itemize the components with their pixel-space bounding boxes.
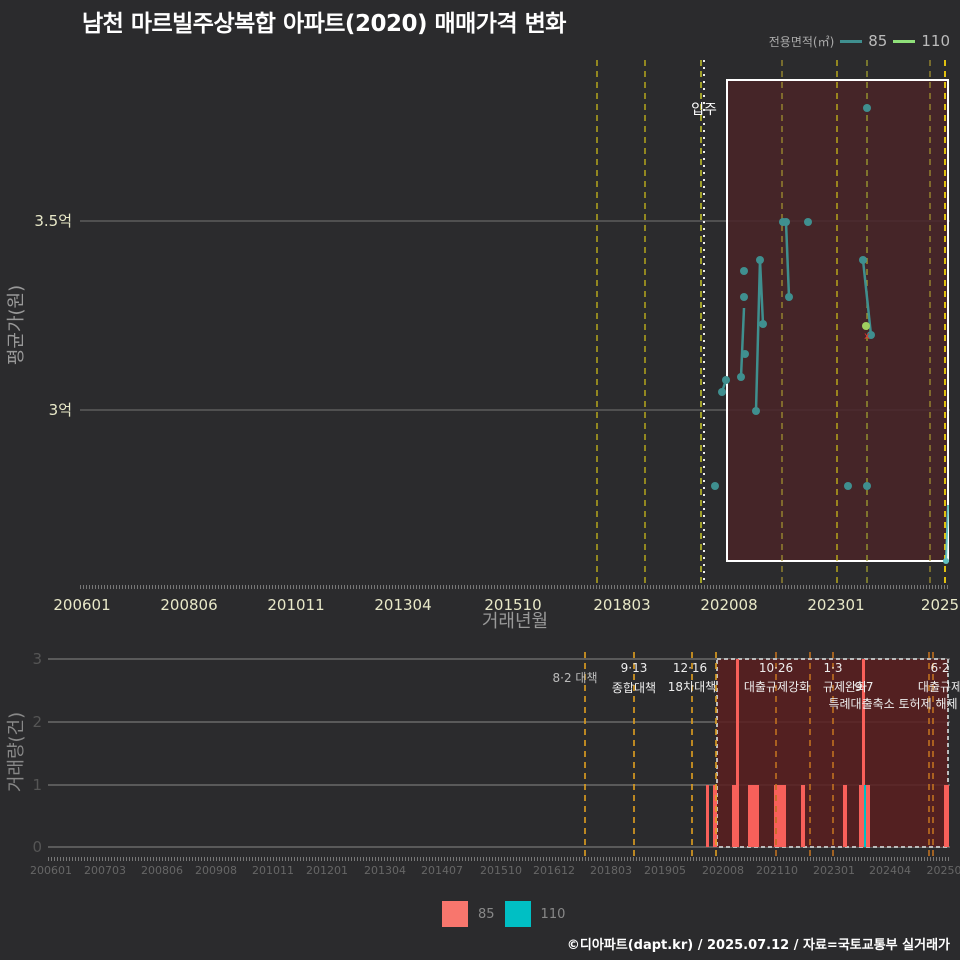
svg-text:0: 0 (32, 838, 42, 856)
legend-85-label: 85 (868, 32, 888, 50)
x-axis-label: 거래년월 (482, 611, 548, 632)
legend-110-swatch-icon (893, 39, 916, 43)
svg-text:1·3: 1·3 (823, 661, 842, 675)
svg-text:18차대책: 18차대책 (668, 679, 716, 694)
legend-110-text: 110 (540, 906, 566, 922)
svg-text:3억: 3억 (49, 401, 72, 419)
source-footer: ©디아파트(dapt.kr) / 2025.07.12 / 자료=국토교통부 실… (566, 938, 950, 953)
svg-text:200908: 200908 (195, 864, 237, 877)
svg-text:200601: 200601 (30, 864, 72, 877)
svg-text:202301: 202301 (813, 864, 855, 877)
legend-title: 전용면적(㎡) (768, 34, 835, 49)
svg-text:2: 2 (32, 713, 42, 731)
svg-text:201407: 201407 (421, 864, 463, 877)
svg-text:규제완화: 규제완화 (823, 680, 867, 694)
svg-text:8·2 대책: 8·2 대책 (553, 670, 598, 685)
volume-chart: 9·13 12·16 10·26 1·3 6·2 8·2 대책 종합대책 18차… (6, 650, 960, 877)
volume-y-axis-label: 거래량(건) (6, 712, 27, 792)
svg-text:202110: 202110 (756, 864, 798, 877)
legend-85-swatch-icon (840, 39, 863, 43)
svg-text:202301: 202301 (807, 596, 864, 614)
svg-text:201612: 201612 (533, 864, 575, 877)
svg-text:12·16: 12·16 (673, 661, 707, 675)
svg-text:종합대책: 종합대책 (612, 680, 656, 695)
svg-text:201304: 201304 (374, 596, 431, 614)
chart-title: 남천 마르빌주상복합 아파트(2020) 매매가격 변화 (82, 11, 566, 37)
legend-85-text: 85 (478, 906, 495, 922)
svg-text:200601: 200601 (53, 596, 110, 614)
legend-110-label: 110 (921, 32, 950, 50)
svg-text:200806: 200806 (160, 596, 217, 614)
svg-text:201905: 201905 (644, 864, 686, 877)
svg-text:201803: 201803 (590, 864, 632, 877)
area-legend: 전용면적(㎡) 85 110 (769, 32, 950, 50)
svg-text:202008: 202008 (702, 864, 744, 877)
move-in-label: 입주 (691, 102, 717, 118)
svg-text:201011: 201011 (252, 864, 294, 877)
svg-text:3.5억: 3.5억 (34, 212, 72, 230)
svg-text:201011: 201011 (267, 596, 324, 614)
legend-85-box-icon (442, 901, 468, 927)
svg-text:x: x (864, 331, 870, 342)
price-chart: x 입주 200601 200806 201011 201304 201510 … (6, 60, 959, 632)
svg-text:200703: 200703 (84, 864, 126, 877)
svg-text:2025: 2025 (921, 596, 959, 614)
y-axis-label: 평균가(원) (6, 285, 27, 365)
svg-text:200806: 200806 (141, 864, 183, 877)
svg-text:9·7: 9·7 (854, 680, 873, 694)
svg-text:대출규제강화: 대출규제강화 (744, 680, 810, 694)
svg-text:특례대출축소 토허제 해제: 특례대출축소 토허제 해제 (828, 697, 957, 711)
svg-text:202008: 202008 (700, 596, 757, 614)
svg-text:201510: 201510 (484, 596, 541, 614)
volume-legend: 85 110 (442, 901, 565, 927)
svg-text:10·26: 10·26 (759, 661, 793, 675)
svg-text:6·2: 6·2 (930, 661, 949, 675)
svg-text:201510: 201510 (480, 864, 522, 877)
svg-text:1: 1 (32, 776, 42, 794)
legend-110-box-icon (504, 901, 531, 927)
svg-text:3: 3 (32, 650, 42, 668)
svg-text:201803: 201803 (593, 596, 650, 614)
svg-text:대출규제: 대출규제 (918, 680, 960, 694)
svg-text:201201: 201201 (306, 864, 348, 877)
svg-text:20250: 20250 (927, 864, 960, 877)
svg-text:201304: 201304 (364, 864, 406, 877)
svg-text:202404: 202404 (869, 864, 911, 877)
svg-text:9·13: 9·13 (621, 661, 648, 675)
